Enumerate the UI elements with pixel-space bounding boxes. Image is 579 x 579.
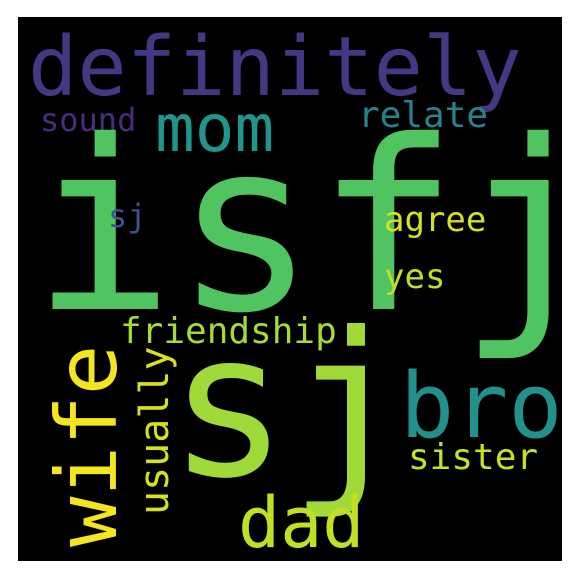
cloud-background <box>18 17 562 561</box>
word-dad: brother <box>400 354 562 459</box>
word-sj-small: sj <box>108 197 147 235</box>
word-relate: relate <box>358 95 488 136</box>
word-wife: wife <box>38 345 136 547</box>
word-definitely: definitely <box>28 20 522 115</box>
word-mom: mom <box>155 90 274 167</box>
word-yes: yes <box>384 257 445 297</box>
word-sj-large: sj <box>168 290 409 523</box>
word-sister: usually <box>132 346 178 515</box>
word-brother: dad <box>238 482 364 561</box>
word-cloud: definitely mom sound relate isfj sj agre… <box>18 17 562 561</box>
word-usually: sister <box>408 437 538 478</box>
word-cloud-canvas: definitely mom sound relate isfj sj agre… <box>18 17 562 561</box>
word-agree: agree <box>384 200 486 240</box>
word-friendship: friendship <box>120 311 337 352</box>
word-sound: sound <box>40 101 136 139</box>
word-isfj: isfj <box>32 90 562 365</box>
